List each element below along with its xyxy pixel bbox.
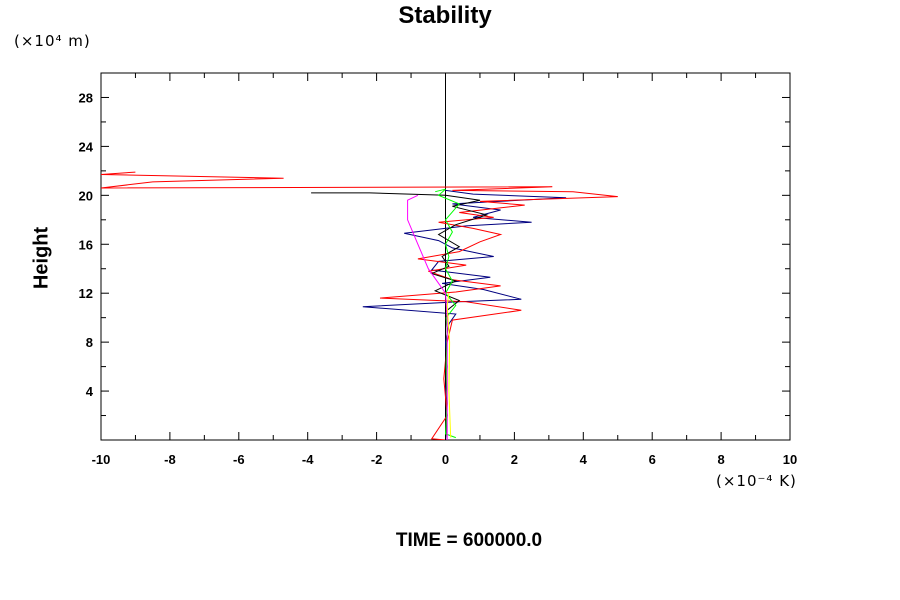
y-tick-label: 20	[79, 188, 93, 203]
y-tick-label: 12	[79, 286, 93, 301]
x-tick-label: 8	[717, 452, 724, 467]
x-axis-units: (×10⁻⁴ K)	[716, 472, 797, 490]
series-line-5	[407, 194, 448, 440]
y-tick-label: 16	[79, 237, 93, 252]
x-tick-label: 2	[511, 452, 518, 467]
x-tick-label: 6	[649, 452, 656, 467]
time-footer: TIME = 600000.0	[395, 530, 543, 551]
x-tick-label: -4	[302, 452, 314, 467]
series-line-3	[311, 192, 489, 440]
x-tick-label: -2	[371, 452, 383, 467]
y-tick-label: 8	[86, 335, 93, 350]
y-tick-label: 4	[86, 384, 94, 399]
y-tick-label: 28	[79, 90, 93, 105]
x-tick-label: 10	[783, 452, 797, 467]
x-tick-label: -6	[233, 452, 245, 467]
y-tick-label: 24	[79, 139, 94, 154]
series-line-1	[362, 189, 567, 440]
series-line-6	[446, 293, 452, 438]
x-tick-label: 0	[442, 452, 449, 467]
x-tick-label: 4	[580, 452, 588, 467]
series-line-2	[101, 171, 618, 440]
x-tick-label: -10	[92, 452, 111, 467]
chart-title: Stability	[398, 2, 492, 29]
y-axis-units: (×10⁴ m)	[14, 32, 91, 50]
x-tick-label: -8	[164, 452, 176, 467]
series-line-4	[435, 188, 461, 439]
